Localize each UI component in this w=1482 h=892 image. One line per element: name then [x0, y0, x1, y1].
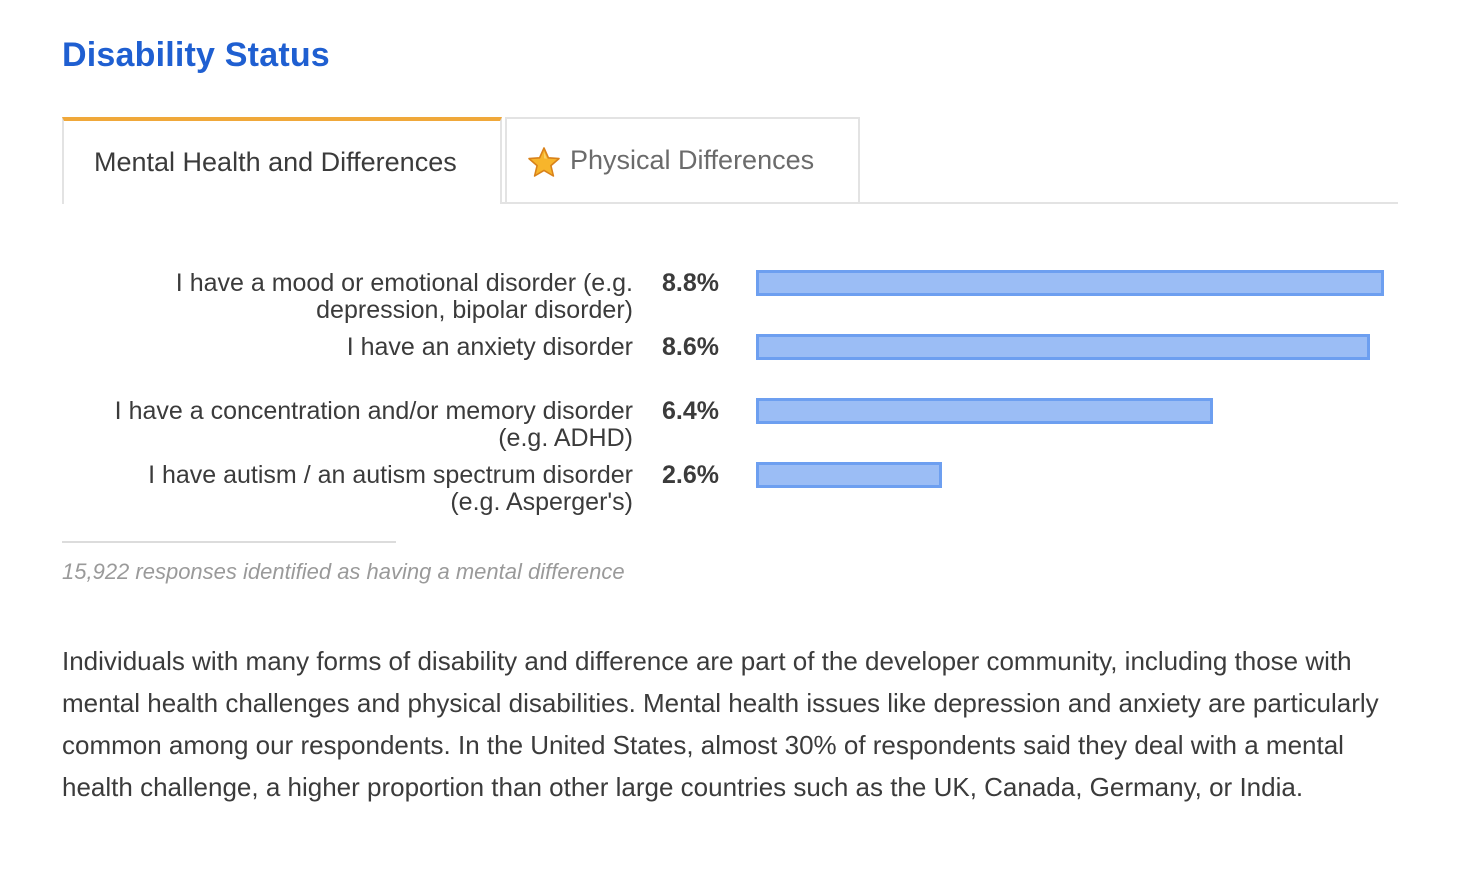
category-label: I have an anxiety disorder [346, 333, 633, 361]
category-label: I have autism / an autism spectrum disor… [148, 461, 633, 516]
tab-physical-differences[interactable]: Physical Differences [505, 117, 860, 202]
footnote-divider [62, 541, 396, 543]
chart-row: I have a concentration and/or memory dis… [62, 390, 1398, 452]
value-label: 8.6% [662, 333, 719, 361]
disability-bar-chart: I have a mood or emotional disorder (e.g… [62, 262, 1398, 532]
section-title: Disability Status [62, 36, 330, 74]
tab-bar: Mental Health and Differences Physical D… [62, 117, 1398, 204]
category-label: I have a concentration and/or memory dis… [114, 397, 633, 452]
tab-physical-differences-label: Physical Differences [570, 145, 815, 175]
bar [756, 462, 942, 488]
bar [756, 270, 1384, 296]
value-label: 8.8% [662, 269, 719, 297]
chart-row: I have an anxiety disorder 8.6% [62, 326, 1398, 386]
star-icon [527, 146, 561, 180]
chart-row: I have a mood or emotional disorder (e.g… [62, 262, 1398, 324]
value-label: 2.6% [662, 461, 719, 489]
tab-mental-health[interactable]: Mental Health and Differences [62, 117, 502, 204]
bar [756, 334, 1370, 360]
tab-bar-baseline [62, 202, 1398, 204]
value-label: 6.4% [662, 397, 719, 425]
description-paragraph: Individuals with many forms of disabilit… [62, 646, 1379, 802]
chart-row: I have autism / an autism spectrum disor… [62, 454, 1398, 516]
responses-footnote: 15,922 responses identified as having a … [62, 559, 625, 584]
category-label: I have a mood or emotional disorder (e.g… [175, 269, 633, 324]
bar [756, 398, 1213, 424]
tab-mental-health-label: Mental Health and Differences [94, 147, 457, 177]
